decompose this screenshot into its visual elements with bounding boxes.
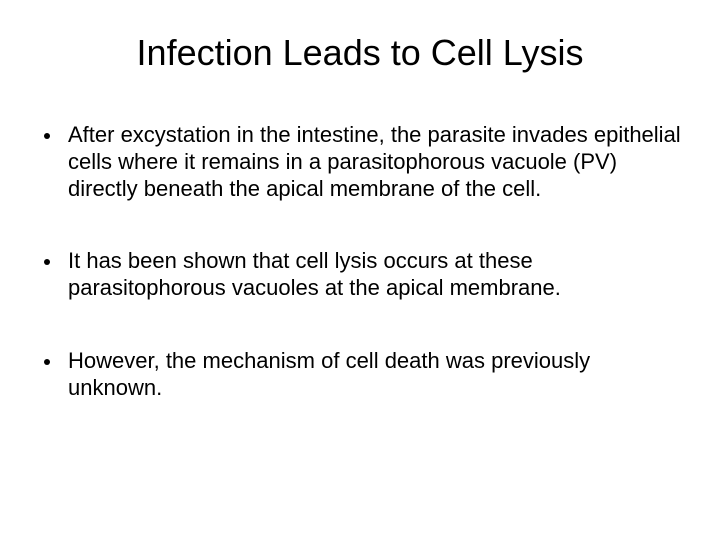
bullet-marker-icon bbox=[44, 133, 50, 139]
bullet-marker-icon bbox=[44, 359, 50, 365]
list-item: It has been shown that cell lysis occurs… bbox=[44, 248, 684, 302]
list-item: However, the mechanism of cell death was… bbox=[44, 348, 684, 402]
bullet-text: It has been shown that cell lysis occurs… bbox=[68, 248, 684, 302]
slide-title: Infection Leads to Cell Lysis bbox=[76, 32, 644, 74]
bullet-text: After excystation in the intestine, the … bbox=[68, 122, 684, 202]
bullet-list: After excystation in the intestine, the … bbox=[36, 122, 684, 402]
bullet-marker-icon bbox=[44, 259, 50, 265]
list-item: After excystation in the intestine, the … bbox=[44, 122, 684, 202]
bullet-text: However, the mechanism of cell death was… bbox=[68, 348, 684, 402]
